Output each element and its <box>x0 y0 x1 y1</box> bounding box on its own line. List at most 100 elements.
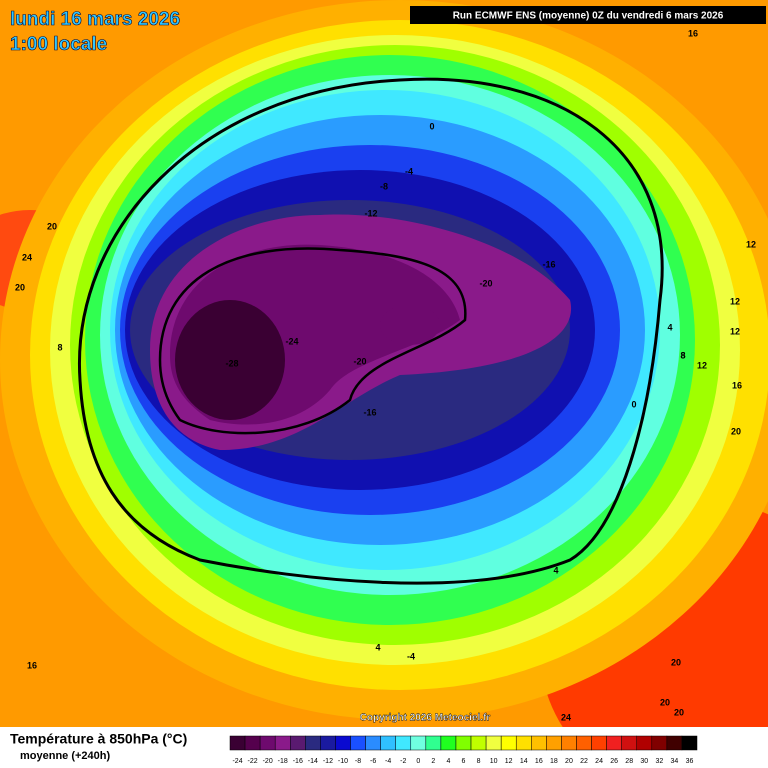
contour-label: 16 <box>27 660 37 670</box>
date: lundi 16 mars 2026 <box>10 9 180 30</box>
colorbar-swatch <box>274 735 291 751</box>
colorbar-swatch <box>380 735 396 751</box>
time: 1:00 locale <box>10 34 107 55</box>
colorbar-swatch <box>305 735 321 751</box>
colorbar-tick: -8 <box>355 758 361 765</box>
colorbar-tick: 6 <box>462 758 466 765</box>
contour-label: 8 <box>57 342 62 352</box>
contour-label: 20 <box>15 282 25 292</box>
colorbar-tick: -24 <box>232 758 242 765</box>
contour-label: 20 <box>47 221 57 231</box>
contour-label: -24 <box>285 336 298 346</box>
colorbar-tick: 10 <box>490 758 498 765</box>
colorbar-swatch <box>259 735 276 751</box>
colorbar-swatch <box>531 735 547 751</box>
colorbar-swatch <box>500 735 517 751</box>
colorbar-tick: 24 <box>595 758 603 765</box>
colorbar-swatch <box>244 735 261 751</box>
contour-label: 20 <box>660 697 670 707</box>
colorbar-swatch <box>395 735 412 751</box>
colorbar-tick: 0 <box>416 758 420 765</box>
contour-label: -20 <box>353 356 366 366</box>
footer-subtitle: moyenne (+240h) <box>20 750 111 762</box>
colorbar-tick: 18 <box>550 758 558 765</box>
colorbar-swatch <box>561 735 577 751</box>
colorbar-swatch <box>636 735 653 751</box>
colorbar-tick: -10 <box>338 758 348 765</box>
contour-label: 12 <box>697 360 707 370</box>
colorbar-swatch <box>365 735 381 751</box>
contour-label: -16 <box>542 259 555 269</box>
colorbar-swatch <box>440 735 457 751</box>
colorbar-tick: 26 <box>610 758 618 765</box>
contour-label: -28 <box>225 358 238 368</box>
colorbar-swatch <box>320 735 336 751</box>
colorbar-swatch <box>666 735 683 751</box>
colorbar-swatch <box>410 735 427 751</box>
colorbar-tick: 30 <box>640 758 648 765</box>
contour-label: -20 <box>479 278 492 288</box>
contour-label: -8 <box>380 181 388 191</box>
contour-label: -12 <box>364 208 377 218</box>
colorbar-tick: -20 <box>263 758 273 765</box>
colorbar-tick: 36 <box>686 758 694 765</box>
contour-label: 20 <box>674 707 684 717</box>
colorbar-swatch <box>546 735 562 751</box>
contour-label: 16 <box>732 380 742 390</box>
colorbar-tick: 34 <box>671 758 679 765</box>
colorbar-swatch <box>335 735 351 751</box>
colorbar-swatch <box>425 735 442 751</box>
contour-labels: 0 -4 -8 -12 -16 -20 -24 -28 -20 -16 0 4 8 12 12 12 8 12 16… <box>15 28 756 722</box>
colorbar-swatch <box>621 735 637 751</box>
colorbar-tick: 28 <box>625 758 633 765</box>
contour-label: 0 <box>631 399 636 409</box>
run-banner <box>410 6 766 24</box>
contour-label: 4 <box>667 322 672 332</box>
colorbar-tick: -6 <box>370 758 376 765</box>
footer-title: Température à 850hPa (°C) <box>10 731 187 747</box>
contour-label: 4 <box>553 565 558 575</box>
contour-label: 20 <box>671 657 681 667</box>
colorbar-tick: 4 <box>446 758 450 765</box>
colorbar-swatch <box>470 735 487 751</box>
contour-label: -16 <box>363 407 376 417</box>
colorbar-tick: -12 <box>323 758 333 765</box>
colorbar-tick: 2 <box>431 758 435 765</box>
contour-label: 12 <box>730 326 740 336</box>
colorbar-tick: -18 <box>278 758 288 765</box>
colorbar-swatch <box>651 735 668 751</box>
contour-label: 24 <box>561 712 571 722</box>
colorbar: -24 -22 -20 -18 -16 -14 -12 -10 -8 -6 -4 -2 0 2 4 6 8 10 1… <box>229 735 698 765</box>
colorbar-tick: 12 <box>505 758 513 765</box>
colorbar-tick: 32 <box>655 758 663 765</box>
run-info: Run ECMWF ENS (moyenne) 0Z du vendredi 6… <box>453 11 724 22</box>
colorbar-tick: 22 <box>580 758 588 765</box>
copyright: Copyright 2026 Meteociel.fr <box>360 713 491 724</box>
colorbar-swatch <box>576 735 592 751</box>
contour-label: 12 <box>730 296 740 306</box>
contour-label: 4 <box>375 642 380 652</box>
colorbar-swatch <box>515 735 532 751</box>
colorbar-swatch <box>681 735 698 751</box>
colorbar-tick: -2 <box>400 758 406 765</box>
contour-label: -4 <box>407 651 415 661</box>
colorbar-tick: -14 <box>308 758 318 765</box>
colorbar-tick: -16 <box>293 758 303 765</box>
contour-label: 16 <box>688 28 698 38</box>
contour-label: 20 <box>731 426 741 436</box>
colorbar-tick: 8 <box>477 758 481 765</box>
colorbar-tick: 14 <box>520 758 528 765</box>
colorbar-tick: -4 <box>385 758 391 765</box>
contour-label: -4 <box>405 166 413 176</box>
colorbar-swatch <box>455 735 472 751</box>
colorbar-swatch <box>229 735 246 751</box>
contour-label: 0 <box>429 121 434 131</box>
colorbar-swatch <box>606 735 622 751</box>
colorbar-tick: -22 <box>248 758 258 765</box>
colorbar-tick: 16 <box>535 758 543 765</box>
contour-label: 8 <box>680 350 685 360</box>
colorbar-swatch <box>350 735 366 751</box>
